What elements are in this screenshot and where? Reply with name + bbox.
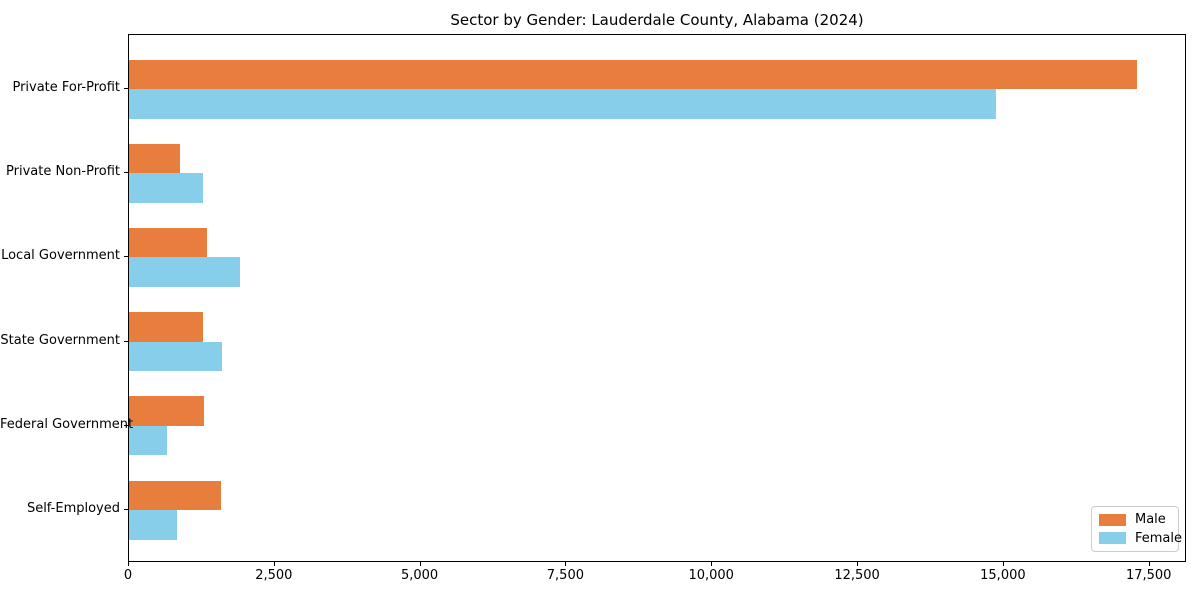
x-tick-mark-17500 xyxy=(1148,562,1150,566)
plot-area xyxy=(128,34,1186,562)
bar-male-private-non-profit xyxy=(129,143,181,174)
bar-male-private-for-profit xyxy=(129,59,1137,89)
legend-item-female: Female xyxy=(1099,531,1182,546)
y-tick-mark-private-non-profit xyxy=(124,172,128,174)
female-series-swatch xyxy=(1099,532,1126,545)
bar-male-federal-government xyxy=(129,396,205,426)
y-tick-mark-local-government xyxy=(124,256,128,258)
y-tick-label-local-government: Local Government xyxy=(1,248,120,264)
chart-title: Sector by Gender: Lauderdale County, Ala… xyxy=(450,11,864,29)
bar-female-private-non-profit xyxy=(129,173,203,203)
bar-female-private-for-profit xyxy=(129,89,996,119)
x-tick-mark-0 xyxy=(128,562,129,566)
x-tick-mark-15000 xyxy=(1002,562,1004,566)
bar-female-federal-government xyxy=(129,425,167,456)
y-tick-label-private-for-profit: Private For-Profit xyxy=(12,80,120,95)
x-tick-mark-7500 xyxy=(565,562,567,566)
x-tick-mark-12500 xyxy=(857,562,859,566)
x-tick-label-7500: 7,500 xyxy=(546,568,584,583)
male-series-swatch xyxy=(1099,513,1126,526)
y-tick-mark-state-government xyxy=(124,340,128,342)
x-tick-mark-2500 xyxy=(273,562,275,566)
x-tick-label-10000: 10,000 xyxy=(688,568,734,583)
y-tick-label-state-government: State Government xyxy=(0,332,120,348)
legend: Male Female xyxy=(1091,506,1182,552)
bar-female-local-government xyxy=(129,257,241,287)
bar-male-state-government xyxy=(129,312,203,342)
bar-male-self-employed xyxy=(129,480,222,510)
y-tick-label-federal-government: Federal Government xyxy=(0,416,134,432)
x-tick-label-17500: 17,500 xyxy=(1125,568,1172,583)
x-tick-mark-5000 xyxy=(419,562,421,566)
legend-label-male: Male xyxy=(1135,512,1166,528)
y-tick-label-private-non-profit: Private Non-Profit xyxy=(6,164,120,180)
x-tick-label-12500: 12,500 xyxy=(834,568,880,583)
legend-item-male: Male xyxy=(1099,512,1171,527)
bar-male-local-government xyxy=(129,227,208,258)
x-tick-label-2500: 2,500 xyxy=(255,568,293,583)
y-tick-mark-self-employed xyxy=(124,509,128,510)
legend-label-female: Female xyxy=(1135,530,1183,546)
x-tick-label-15000: 15,000 xyxy=(980,568,1026,583)
x-tick-label-5000: 5,000 xyxy=(400,568,439,583)
y-tick-mark-federal-government xyxy=(124,424,128,426)
y-tick-mark-private-for-profit xyxy=(124,88,128,89)
bar-female-self-employed xyxy=(129,510,178,540)
bar-female-state-government xyxy=(129,341,223,372)
y-tick-label-self-employed: Self-Employed xyxy=(26,501,120,516)
x-tick-mark-10000 xyxy=(711,562,713,566)
x-tick-label-0: 0 xyxy=(123,568,133,583)
